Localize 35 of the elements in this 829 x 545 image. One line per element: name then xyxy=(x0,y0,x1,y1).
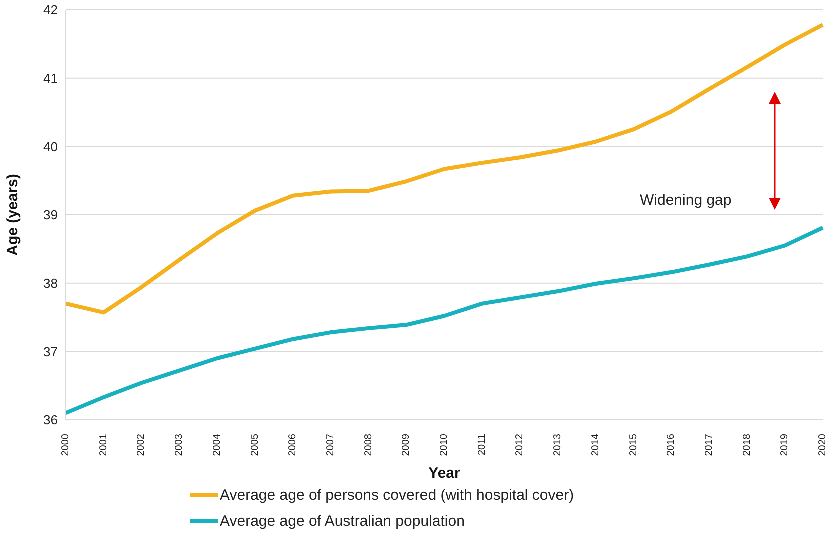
x-tick-label: 2011 xyxy=(476,434,488,456)
y-axis-title: Age (years) xyxy=(4,174,22,256)
x-tick-label: 2013 xyxy=(552,434,564,456)
x-tick-label: 2002 xyxy=(136,434,148,456)
x-tick-label: 2012 xyxy=(514,434,526,456)
x-tick-label: 2004 xyxy=(212,434,223,456)
x-axis-title: Year xyxy=(428,465,461,482)
legend-label: Average age of persons covered (with hospital cover) xyxy=(220,486,574,504)
line-series xyxy=(64,23,825,315)
y-tick-label: 42 xyxy=(44,2,58,18)
x-tick-label: 2019 xyxy=(780,434,791,456)
x-tick-label: 2014 xyxy=(590,434,602,456)
x-tick-label: 2006 xyxy=(288,434,299,456)
x-tick-label: 2009 xyxy=(401,434,412,456)
x-tick-label: 2016 xyxy=(666,434,678,456)
y-tick-label: 38 xyxy=(44,276,58,291)
x-tick-label: 2018 xyxy=(742,434,753,456)
x-tick-label: 2015 xyxy=(628,434,640,456)
y-tick-label: 41 xyxy=(44,70,58,86)
x-tick-label: 2010 xyxy=(439,434,450,456)
x-tick-label: 2001 xyxy=(98,434,110,456)
y-tick-label: 40 xyxy=(44,139,58,154)
annotation: Widening gap xyxy=(640,192,732,209)
x-tick-label: 2005 xyxy=(250,434,261,456)
x-tick-label: 2003 xyxy=(174,434,186,456)
legend-label: Average age of Australian population xyxy=(220,512,465,530)
line-series xyxy=(64,226,825,416)
x-tick-label: 2008 xyxy=(363,434,374,456)
x-tick-label: 2000 xyxy=(60,434,72,456)
y-tick-label: 36 xyxy=(44,412,58,428)
y-tick-label: 39 xyxy=(44,208,58,223)
x-tick-label: 2020 xyxy=(818,434,828,456)
x-tick-label: 2017 xyxy=(704,434,715,456)
y-tick-label: 37 xyxy=(44,344,58,360)
x-tick-label: 2007 xyxy=(325,434,336,456)
